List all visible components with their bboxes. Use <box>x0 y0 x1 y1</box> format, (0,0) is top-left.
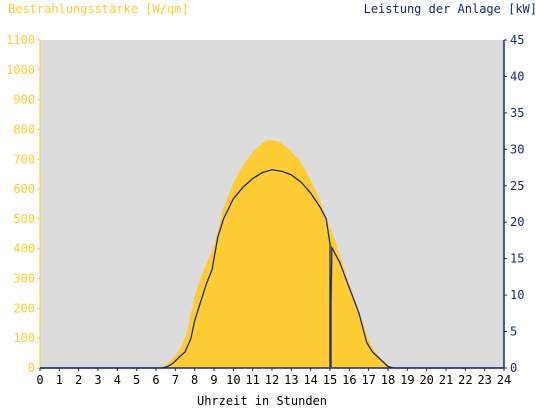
x-tick-label: 14 <box>303 373 317 387</box>
x-tick-label: 4 <box>114 373 121 387</box>
x-tick-label: 1 <box>56 373 63 387</box>
x-tick-label: 11 <box>245 373 259 387</box>
x-tick-label: 7 <box>172 373 179 387</box>
x-tick-label: 24 <box>497 373 511 387</box>
x-tick-label: 17 <box>361 373 375 387</box>
x-tick-label: 9 <box>210 373 217 387</box>
x-tick-label: 5 <box>133 373 140 387</box>
right-tick-label: 20 <box>510 215 524 229</box>
right-tick-label: 35 <box>510 106 524 120</box>
left-tick-label: 1100 <box>6 33 35 47</box>
left-tick-label: 900 <box>13 93 35 107</box>
left-tick-label: 800 <box>13 122 35 136</box>
x-tick-label: 6 <box>152 373 159 387</box>
left-tick-label: 0 <box>28 361 35 375</box>
right-tick-label: 25 <box>510 179 524 193</box>
left-tick-label: 300 <box>13 272 35 286</box>
x-tick-label: 12 <box>265 373 279 387</box>
x-tick-label: 23 <box>477 373 491 387</box>
right-tick-label: 15 <box>510 252 524 266</box>
right-axis-title: Leistung der Anlage [kW] <box>364 2 537 16</box>
x-tick-label: 13 <box>284 373 298 387</box>
right-tick-label: 30 <box>510 142 524 156</box>
right-tick-label: 45 <box>510 33 524 47</box>
x-tick-label: 0 <box>36 373 43 387</box>
right-tick-label: 40 <box>510 69 524 83</box>
left-tick-label: 500 <box>13 212 35 226</box>
x-tick-label: 18 <box>381 373 395 387</box>
x-tick-label: 22 <box>458 373 472 387</box>
x-tick-label: 15 <box>323 373 337 387</box>
left-tick-label: 700 <box>13 152 35 166</box>
x-tick-label: 10 <box>226 373 240 387</box>
left-axis-ticks: 0 100 200 300 400 500 600 700 800 900 1000 1100 <box>6 33 40 375</box>
right-tick-label: 0 <box>510 361 517 375</box>
x-axis-ticks: 0 1 2 3 4 5 6 7 8 9 10 11 12 13 14 15 16 17 18 19 20 21 22 23 24 <box>36 368 511 387</box>
right-tick-label: 10 <box>510 288 524 302</box>
left-tick-label: 200 <box>13 301 35 315</box>
series-irradiance-area <box>40 139 504 368</box>
x-tick-label: 21 <box>439 373 453 387</box>
x-tick-label: 19 <box>400 373 414 387</box>
x-tick-label: 20 <box>419 373 433 387</box>
left-tick-label: 600 <box>13 182 35 196</box>
x-tick-label: 2 <box>75 373 82 387</box>
right-tick-label: 5 <box>510 325 517 339</box>
left-tick-label: 100 <box>13 331 35 345</box>
left-tick-label: 1000 <box>6 63 35 77</box>
left-axis-title: Bestrahlungsstärke [W/qm] <box>8 2 189 16</box>
x-tick-label: 16 <box>342 373 356 387</box>
x-tick-label: 3 <box>94 373 101 387</box>
x-tick-label: 8 <box>191 373 198 387</box>
left-tick-label: 400 <box>13 242 35 256</box>
right-axis-ticks: 0 5 10 15 20 25 30 35 40 45 <box>504 33 524 375</box>
series-power-line <box>40 169 504 369</box>
x-axis-title: Uhrzeit in Stunden <box>197 394 327 408</box>
